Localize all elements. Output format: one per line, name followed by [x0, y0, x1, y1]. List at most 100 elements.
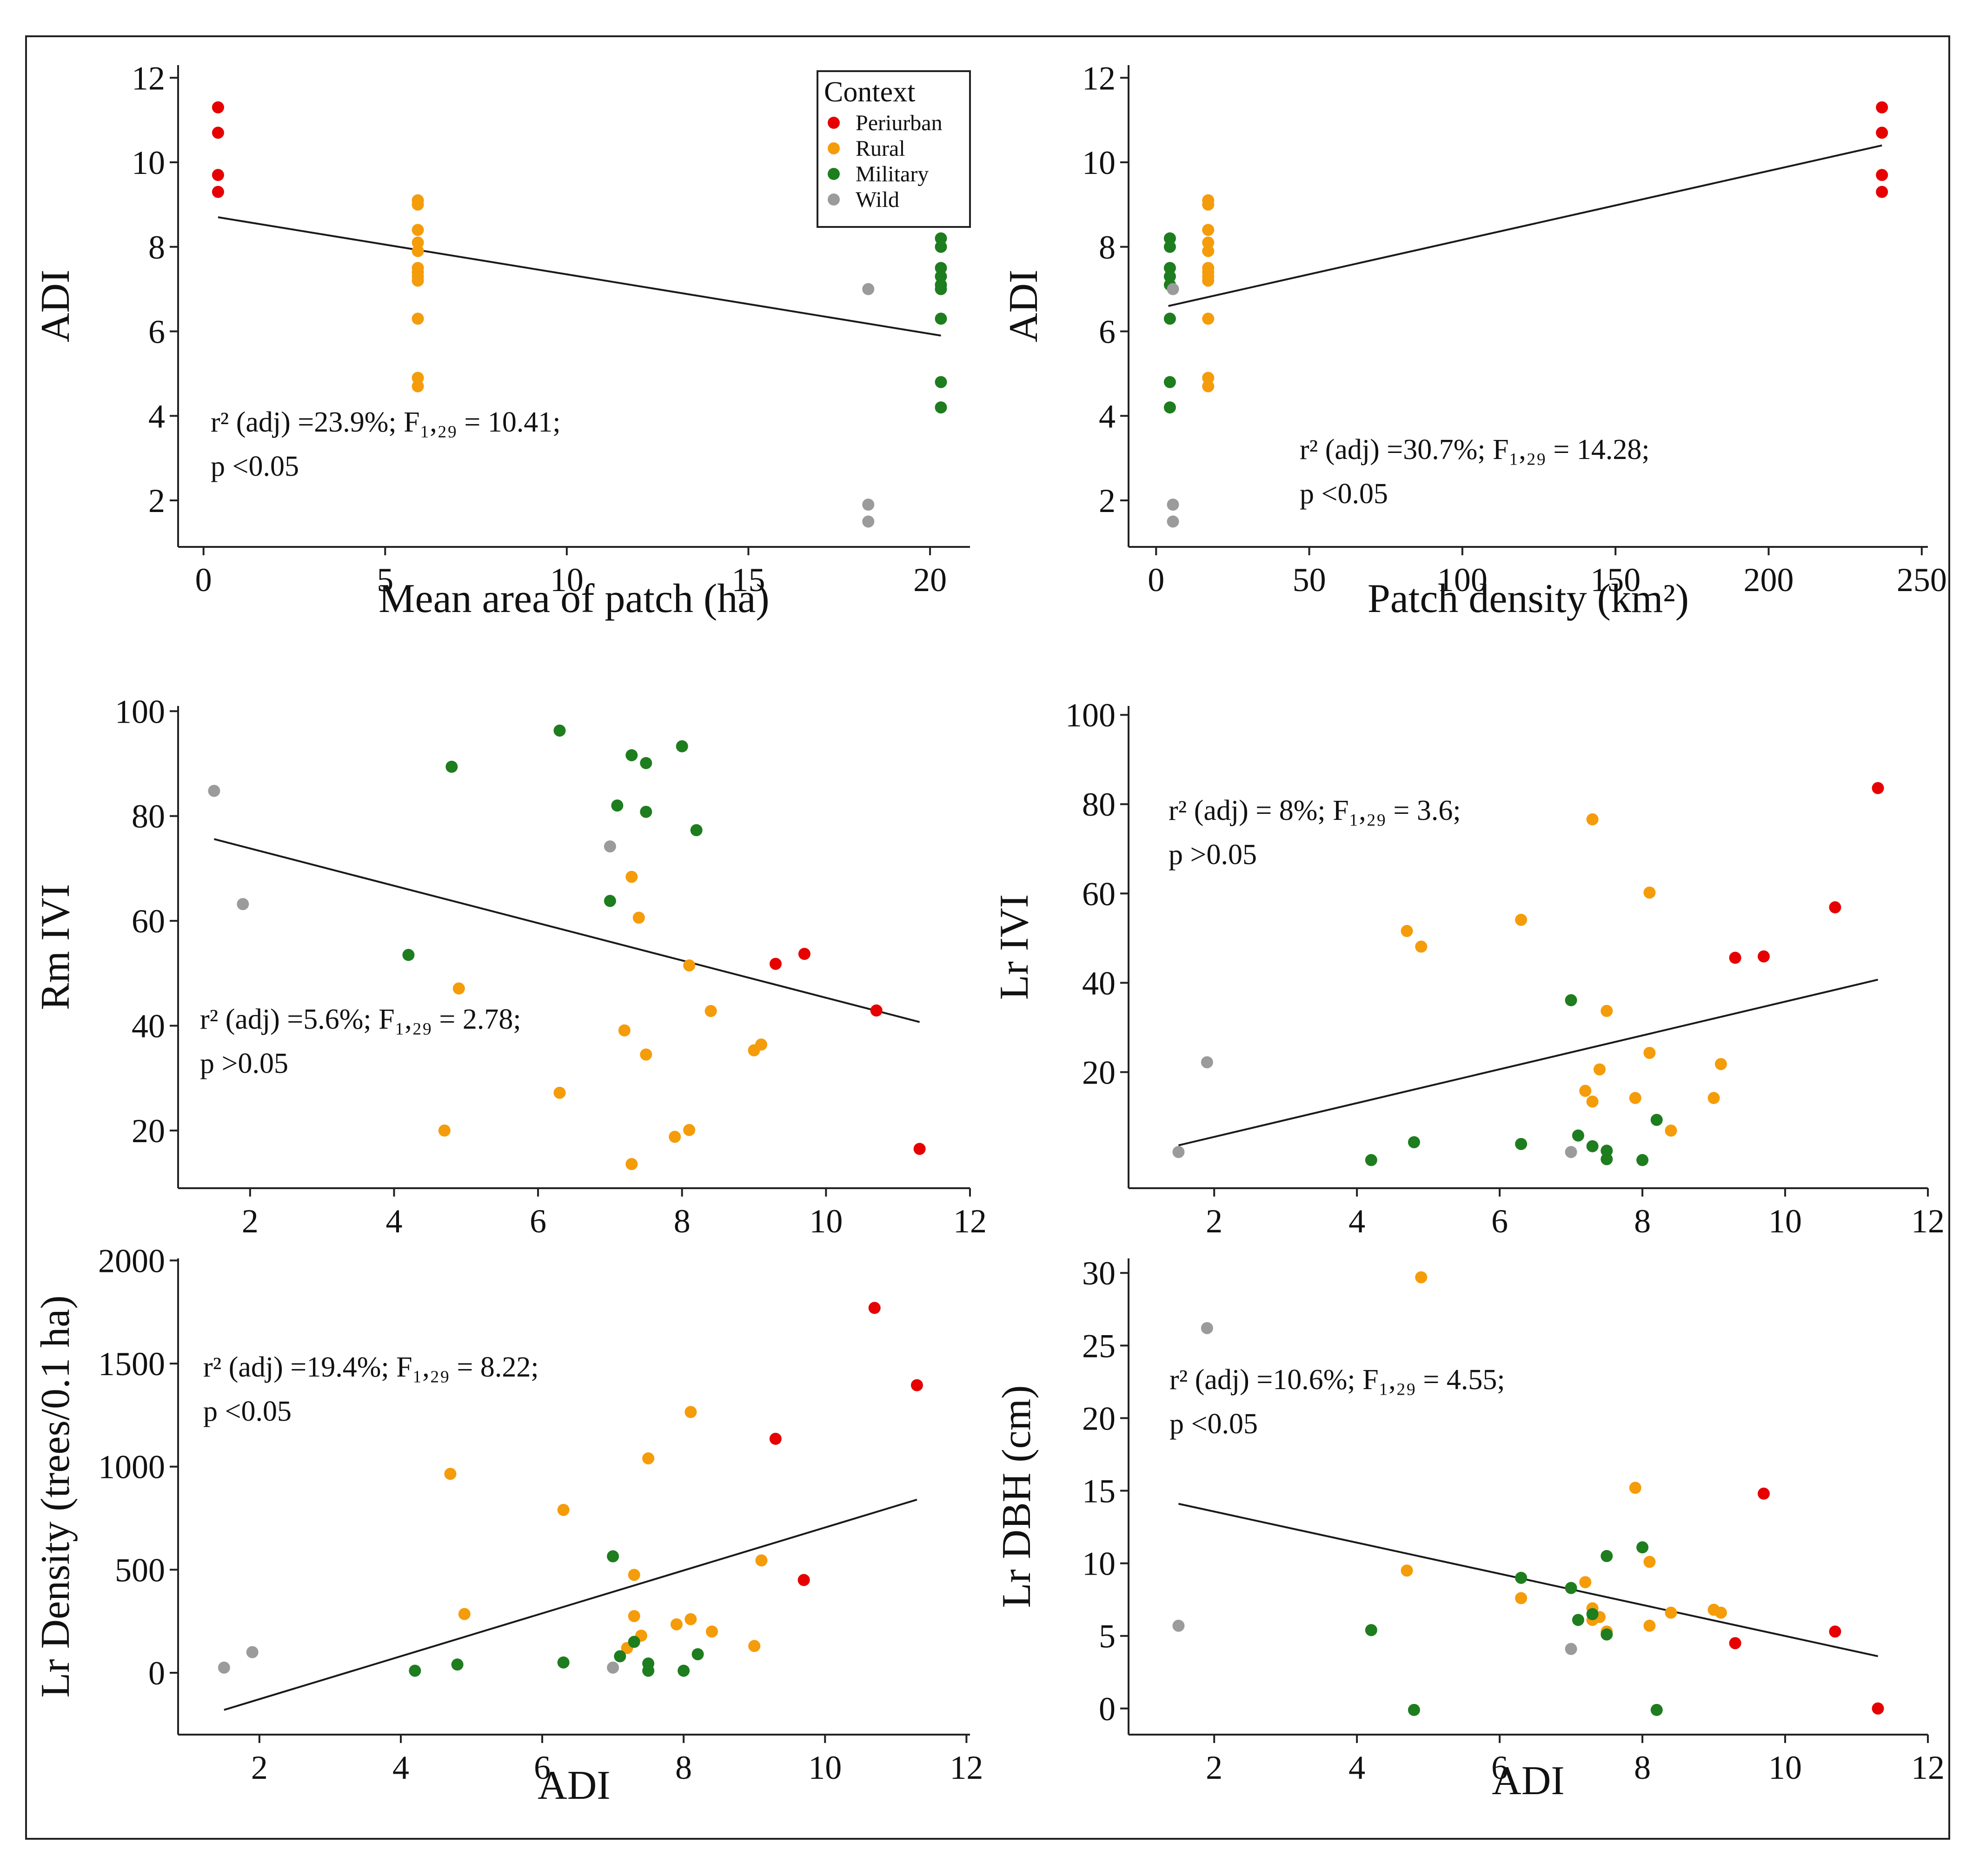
legend-item-periurban: Periurban: [828, 111, 943, 135]
data-point: [1163, 401, 1176, 414]
data-point: [1593, 1063, 1606, 1076]
series-military: [402, 724, 703, 961]
y-tick-label: 60: [1082, 875, 1116, 912]
x-tick-label: 250: [1897, 561, 1947, 599]
data-point: [1643, 1047, 1656, 1059]
series-rural: [1202, 194, 1215, 392]
data-point: [1872, 782, 1884, 794]
data-point: [409, 1664, 421, 1677]
data-point: [935, 401, 947, 414]
data-point: [1515, 1138, 1528, 1150]
data-point: [1202, 236, 1215, 249]
legend-marker-periurban: [828, 117, 840, 129]
stats-annotation: r² (adj) =23.9%; F₁,₂₉ = 10.41;: [211, 406, 561, 438]
y-tick-label: 20: [1082, 1400, 1116, 1437]
y-tick-label: 40: [1082, 965, 1116, 1002]
y-tick-label: 8: [1099, 229, 1116, 266]
data-point: [1650, 1703, 1663, 1716]
data-point: [1643, 886, 1656, 899]
data-point: [1876, 186, 1888, 198]
data-point: [913, 1143, 926, 1155]
stats-annotation: r² (adj) = 8%; F₁,₂₉ = 3.6;: [1169, 795, 1461, 826]
legend-marker-wild: [828, 193, 840, 206]
data-point: [1167, 283, 1179, 295]
data-point: [1586, 1095, 1599, 1108]
data-point: [452, 982, 465, 995]
data-point: [212, 186, 224, 198]
x-tick-label: 150: [1590, 561, 1641, 599]
data-point: [1579, 1084, 1592, 1097]
data-point: [1365, 1624, 1377, 1637]
data-point: [642, 1664, 655, 1677]
x-tick-label: 4: [392, 1749, 409, 1786]
x-tick-label: 4: [385, 1203, 402, 1240]
stats-annotation: p >0.05: [1169, 839, 1257, 871]
stats-annotation: p <0.05: [1300, 478, 1388, 510]
data-point: [1408, 1136, 1420, 1149]
stats-annotation: p <0.05: [203, 1396, 292, 1427]
data-point: [1172, 1619, 1185, 1632]
data-point: [445, 760, 458, 773]
data-point: [1579, 1576, 1592, 1589]
y-tick-label: 4: [148, 398, 165, 435]
data-point: [412, 372, 424, 384]
data-point: [412, 245, 424, 257]
x-tick-label: 20: [913, 561, 947, 599]
data-point: [1629, 1482, 1641, 1494]
regression-line: [218, 216, 941, 337]
data-point: [1415, 1271, 1428, 1284]
x-tick-label: 12: [1911, 1203, 1945, 1240]
series-periurban: [769, 1302, 923, 1586]
data-point: [1565, 994, 1577, 1006]
stats-annotation: r² (adj) =5.6%; F₁,₂₉ = 2.78;: [200, 1004, 521, 1035]
data-point: [1601, 1153, 1613, 1165]
figure-frame: [25, 35, 1950, 1840]
data-point: [1163, 240, 1176, 253]
x-tick-label: 12: [950, 1749, 983, 1786]
y-axis-label: Lr IVI: [992, 894, 1037, 1000]
data-point: [212, 126, 224, 139]
data-point: [684, 1406, 697, 1418]
legend-item-wild: Wild: [828, 187, 899, 212]
data-point: [458, 1608, 471, 1620]
legend-marker-rural: [828, 142, 840, 154]
data-point: [1714, 1058, 1727, 1071]
x-tick-label: 6: [534, 1749, 551, 1786]
panel-p4: 2 4 6 8 10 12 20 40 60 80 100 Lr IVI r² (adj) = 8%; …: [992, 697, 1945, 1240]
stats-annotation: p <0.05: [211, 451, 299, 482]
y-axis-label: Rm IVI: [33, 884, 78, 1010]
data-point: [1515, 913, 1528, 926]
data-point: [412, 380, 424, 392]
regression-line: [213, 838, 920, 1023]
data-point: [640, 1048, 652, 1061]
y-tick-label: 60: [132, 903, 165, 940]
data-point: [1572, 1129, 1584, 1142]
x-tick-label: 2: [1206, 1203, 1222, 1240]
y-tick-label: 4: [1099, 398, 1116, 435]
data-point: [1714, 1606, 1727, 1619]
y-tick-label: 500: [115, 1551, 165, 1589]
data-point: [935, 262, 947, 274]
series-periurban: [1876, 101, 1888, 198]
x-tick-label: 200: [1744, 561, 1794, 599]
legend-label-periurban: Periurban: [856, 111, 943, 135]
data-point: [1167, 515, 1179, 528]
x-axis-label: Patch density (km²): [1368, 576, 1689, 621]
data-point: [237, 898, 249, 911]
data-point: [1172, 1146, 1185, 1158]
y-tick-label: 1500: [98, 1345, 165, 1383]
data-point: [444, 1468, 457, 1480]
data-point: [1636, 1154, 1649, 1166]
data-point: [1665, 1124, 1677, 1137]
data-point: [1650, 1114, 1663, 1126]
data-point: [604, 840, 616, 853]
x-tick-label: 100: [1437, 561, 1488, 599]
data-point: [1829, 901, 1841, 914]
data-point: [611, 799, 624, 812]
series-periurban: [769, 948, 926, 1155]
data-point: [1565, 1582, 1577, 1594]
data-point: [246, 1646, 259, 1658]
x-tick-label: 12: [1911, 1749, 1945, 1786]
stats-annotation: p >0.05: [200, 1048, 288, 1079]
